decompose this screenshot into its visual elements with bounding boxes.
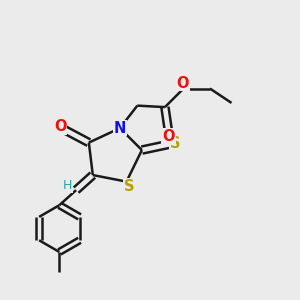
Text: O: O (54, 119, 66, 134)
Text: S: S (124, 179, 134, 194)
Text: O: O (162, 129, 175, 144)
Text: S: S (170, 136, 180, 151)
Text: H: H (62, 179, 72, 192)
Text: N: N (114, 121, 126, 136)
Text: O: O (177, 76, 189, 91)
